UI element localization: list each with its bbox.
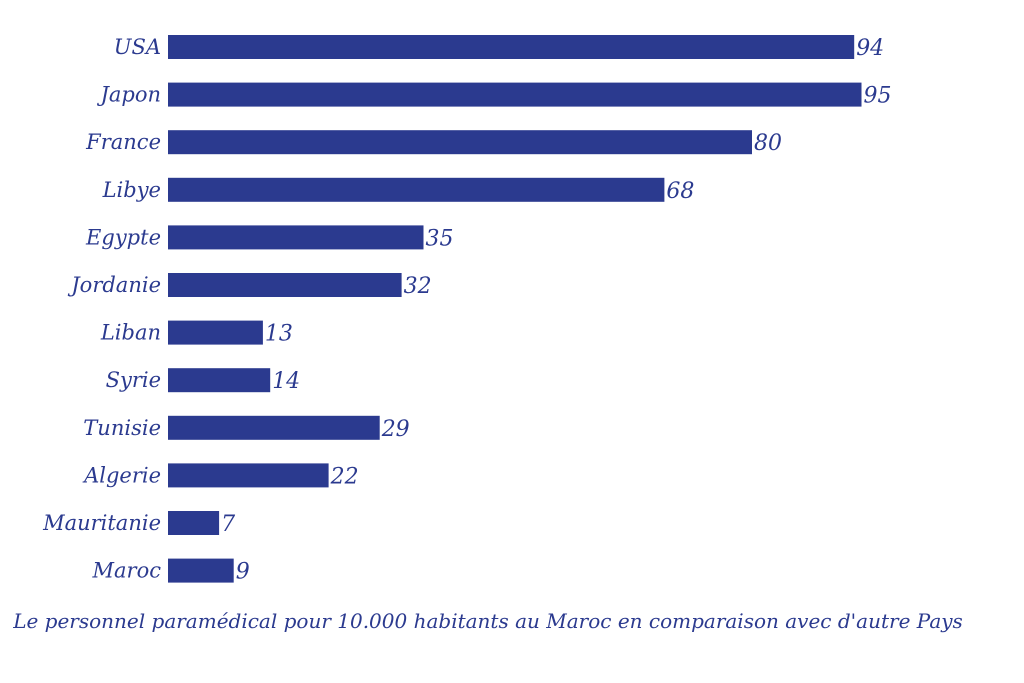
category-label-mauritanie: Mauritanie [42,511,161,535]
value-label-jordanie: 32 [404,274,432,299]
bar-maroc [168,558,234,583]
category-label-libye: Libye [102,178,161,202]
value-label-liban: 13 [265,322,293,347]
value-labels-group: 94 95 80 68 35 32 13 14 29 22 79 [221,36,891,585]
value-label-tunisie: 29 [381,417,410,442]
bar-france [168,130,752,155]
value-label-japon: 95 [864,84,892,109]
category-label-liban: Liban [100,321,161,345]
value-label-france: 80 [754,131,782,156]
value-label-usa: 94 [856,36,884,61]
value-label-egypte: 35 [426,226,454,251]
category-label-tunisie: Tunisie [83,416,161,440]
bar-tunisie [168,415,380,440]
category-label-algerie: Algerie [82,463,161,487]
bar-usa [168,35,855,59]
value-label-maroc: 9 [236,560,250,585]
value-label-algerie: 22 [330,464,359,489]
category-label-japon: Japon [96,83,161,107]
bar-egypte [168,225,424,250]
chart-caption: Le personnel paramédical pour 10.000 hab… [12,609,963,633]
bar-algerie [168,463,329,488]
bar-japon [168,82,862,107]
category-label-syrie: Syrie [106,368,161,392]
bar-libye [168,177,665,202]
value-label-syrie: 14 [272,369,300,394]
category-label-maroc: Maroc [92,559,162,583]
category-label-egypte: Egypte [85,225,161,249]
value-label-mauritanie: 7 [221,512,235,537]
bars-group [168,35,862,583]
category-labels-group: USA Japon France Libye Egypte Jordanie Liban Sy… [42,35,161,583]
bar-liban [168,320,263,345]
value-label-libye: 68 [666,179,694,204]
category-label-usa: USA [114,35,161,59]
bar-mauritanie [168,511,220,535]
category-label-france: France [85,130,161,154]
bar-syrie [168,368,271,393]
category-label-jordanie: Jordanie [67,273,161,297]
bar-jordanie [168,273,402,297]
